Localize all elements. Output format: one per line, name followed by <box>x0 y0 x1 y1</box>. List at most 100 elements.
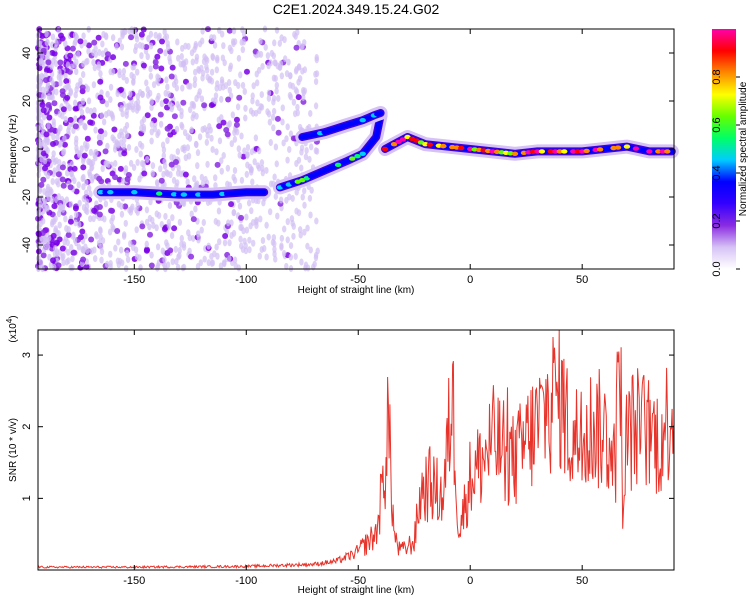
spectral-noise-point <box>148 65 153 73</box>
spectral-noise-point <box>44 39 50 47</box>
spectral-noise-point <box>45 82 51 90</box>
spectral-noise-point <box>73 211 79 219</box>
spectral-noise-point <box>57 110 63 118</box>
spectral-noise-point <box>290 219 295 227</box>
spectral-noise-point <box>215 252 220 260</box>
spectral-noise-point <box>117 165 124 172</box>
spectral-noise-point <box>130 244 136 252</box>
spectral-noise-point <box>81 152 88 159</box>
spectral-noise-point <box>121 67 127 75</box>
spectral-noise-point <box>141 123 147 131</box>
spectral-noise-point <box>64 258 70 266</box>
spectral-noise-point <box>272 240 277 248</box>
spectral-noise-point <box>217 84 223 92</box>
spectral-noise-point <box>163 49 168 57</box>
spectral-noise-point <box>300 193 305 201</box>
spectral-noise-point <box>119 43 125 51</box>
spectral-noise-point <box>53 244 58 252</box>
spectral-noise-point <box>79 108 85 116</box>
spectral-noise-point <box>45 236 50 244</box>
spectrogram-x-tick-label: 0 <box>467 274 473 286</box>
spectral-noise-point <box>77 199 82 207</box>
snr-y-tick-label: 3 <box>21 352 33 358</box>
spectral-noise-point <box>244 226 250 234</box>
spectral-noise-point <box>116 238 121 246</box>
spectral-noise-point <box>244 170 250 178</box>
snr-marks <box>37 329 675 570</box>
spectral-noise-point <box>63 78 70 85</box>
spectral-noise-point <box>150 162 156 170</box>
spectral-noise-point <box>299 164 304 172</box>
spectral-noise-point <box>131 63 137 71</box>
spectral-noise-point <box>271 124 276 132</box>
spectral-noise-point <box>214 161 221 168</box>
spectral-noise-point <box>225 164 231 172</box>
spectral-noise-point <box>72 123 79 130</box>
spectral-peak-point <box>190 192 197 197</box>
spectral-noise-point <box>273 59 278 67</box>
spectral-noise-point <box>222 239 228 247</box>
spectral-noise-point <box>217 137 223 145</box>
spectral-noise-point <box>189 49 195 57</box>
spectral-peak-point <box>614 145 622 150</box>
spectral-peak-point <box>308 174 315 179</box>
spectral-peak-point <box>659 149 667 154</box>
spectral-noise-point <box>155 264 160 272</box>
spectral-noise-point <box>37 242 43 250</box>
spectral-noise-point <box>80 164 87 171</box>
spectral-noise-point <box>255 99 260 107</box>
spectral-noise-point <box>240 246 246 254</box>
spectral-peak-point <box>155 191 163 196</box>
snr-x-tick-label: -150 <box>123 575 145 587</box>
spectral-noise-point <box>281 139 286 147</box>
spectral-noise-point <box>74 68 79 76</box>
spectral-noise-point <box>188 106 193 114</box>
spectral-noise-point <box>236 264 241 272</box>
spectral-noise-point <box>207 75 213 83</box>
spectral-noise-point <box>213 174 218 182</box>
spectral-noise-point <box>191 101 196 109</box>
spectrogram-x-tick-label: -50 <box>350 274 366 286</box>
spectral-noise-point <box>301 94 306 102</box>
spectral-noise-point <box>99 256 104 264</box>
snr-multiplier-exponent: 4 <box>5 318 14 323</box>
spectral-peak-point <box>354 154 361 159</box>
spectral-noise-point <box>72 31 78 39</box>
spectral-noise-point <box>145 53 150 61</box>
spectral-noise-point <box>44 190 50 198</box>
spectral-noise-point <box>108 83 114 91</box>
spectral-noise-point <box>186 82 191 90</box>
spectral-peak-point <box>223 191 231 196</box>
spectral-noise-point <box>179 234 185 242</box>
spectral-noise-point <box>164 125 171 132</box>
spectral-noise-point <box>105 90 110 98</box>
spectral-noise-point <box>285 156 290 164</box>
spectral-noise-point <box>49 220 55 228</box>
spectral-noise-point <box>85 106 90 114</box>
spectral-noise-point <box>180 99 187 106</box>
spectral-trace-2 <box>295 106 388 144</box>
spectral-noise-point <box>307 194 313 202</box>
spectral-noise-point <box>43 131 50 138</box>
spectral-noise-point <box>83 232 88 240</box>
spectral-noise-point <box>219 30 225 38</box>
spectral-noise-point <box>305 242 310 250</box>
spectral-noise-point <box>84 198 89 206</box>
spectral-noise-point <box>175 148 181 156</box>
spectral-noise-point <box>171 80 177 88</box>
spectral-noise-point <box>147 231 154 238</box>
spectral-peak-point <box>374 112 381 117</box>
spectral-noise-point <box>166 90 171 98</box>
spectral-noise-point <box>131 164 137 172</box>
spectral-peak-point <box>646 149 653 154</box>
spectral-noise-point <box>169 64 176 71</box>
spectral-noise-point <box>180 44 185 52</box>
spectral-noise-point <box>181 200 187 208</box>
spectral-noise-point <box>141 115 147 123</box>
spectral-noise-point <box>36 264 41 272</box>
spectral-noise-point <box>83 263 90 270</box>
spectral-noise-point <box>73 91 78 99</box>
snr-x-tick-label: 0 <box>467 575 473 587</box>
spectral-noise-point <box>76 221 82 229</box>
spectral-noise-point <box>84 58 89 66</box>
